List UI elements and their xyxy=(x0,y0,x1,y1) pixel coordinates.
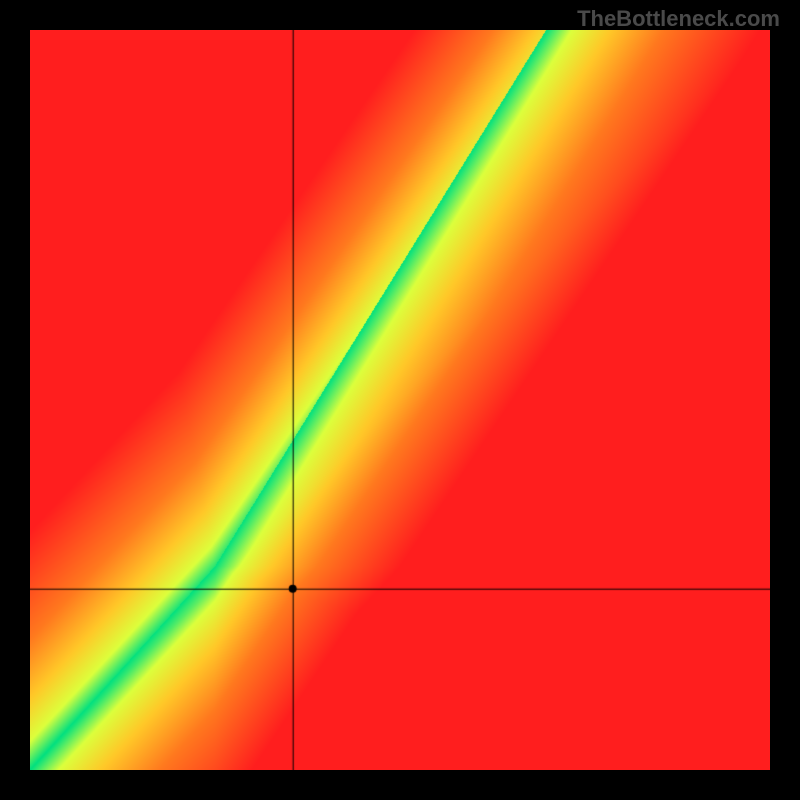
watermark-text: TheBottleneck.com xyxy=(577,6,780,32)
heatmap-plot xyxy=(30,30,770,770)
heatmap-canvas xyxy=(30,30,770,770)
